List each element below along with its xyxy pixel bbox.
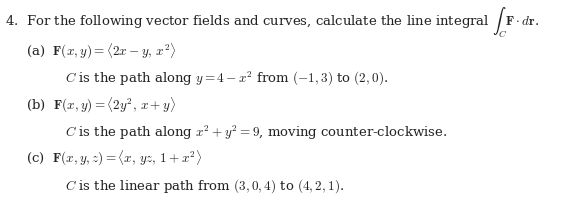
Text: $C$ is the path along $x^2 + y^2 = 9$, moving counter-clockwise.: $C$ is the path along $x^2 + y^2 = 9$, m… bbox=[65, 123, 448, 142]
Text: (c)  $\mathbf{F}(x, y, z) = \langle x,\, yz,\, 1 + x^2 \rangle$: (c) $\mathbf{F}(x, y, z) = \langle x,\, … bbox=[26, 148, 201, 168]
Text: (a)  $\mathbf{F}(x, y) = \langle 2x - y,\, x^2 \rangle$: (a) $\mathbf{F}(x, y) = \langle 2x - y,\… bbox=[26, 41, 176, 61]
Text: (b)  $\mathbf{F}(x, y) = \langle 2y^2,\, x + y \rangle$: (b) $\mathbf{F}(x, y) = \langle 2y^2,\, … bbox=[26, 95, 176, 115]
Text: $C$ is the linear path from $(3, 0, 4)$ to $(4, 2, 1)$.: $C$ is the linear path from $(3, 0, 4)$ … bbox=[65, 177, 345, 195]
Text: 4.  For the following vector fields and curves, calculate the line integral $\in: 4. For the following vector fields and c… bbox=[5, 6, 539, 40]
Text: $C$ is the path along $y = 4 - x^2$ from $(-1, 3)$ to $(2, 0)$.: $C$ is the path along $y = 4 - x^2$ from… bbox=[65, 70, 389, 88]
